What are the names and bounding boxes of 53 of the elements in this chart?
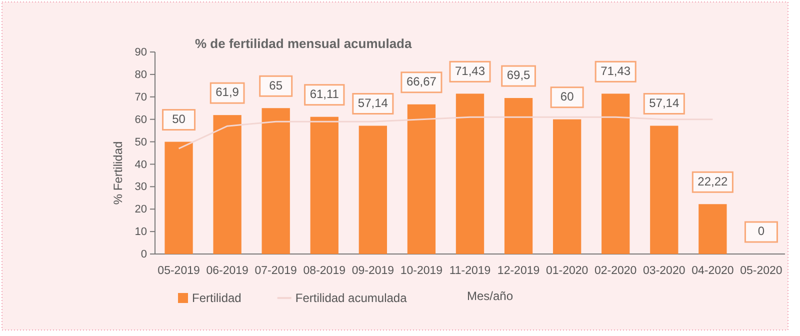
y-tick-label: 30 <box>134 181 147 194</box>
bar <box>552 119 582 254</box>
y-tick-label: 80 <box>134 68 147 81</box>
y-axis-title: % Fertilidad <box>111 141 125 205</box>
x-tick-label: 01-2020 <box>546 265 588 278</box>
x-tick-label: 12-2019 <box>497 265 540 278</box>
data-label: 60 <box>560 90 574 104</box>
y-tick-label: 0 <box>140 248 147 261</box>
bar <box>698 204 727 254</box>
data-label: 61,9 <box>216 85 240 100</box>
data-label: 0 <box>758 224 765 238</box>
y-tick-label: 70 <box>134 91 147 104</box>
y-tick-label: 90 <box>134 46 147 59</box>
y-tick-label: 60 <box>134 114 147 126</box>
bar <box>358 126 388 254</box>
x-tick-label: 06-2019 <box>206 265 248 278</box>
x-tick-label: 09-2019 <box>352 265 394 278</box>
data-label: 57,14 <box>649 96 680 110</box>
x-tick-label: 05-2019 <box>158 265 200 278</box>
y-tick-label: 20 <box>134 204 147 216</box>
bar <box>456 94 484 254</box>
bar <box>213 115 242 254</box>
x-tick-label: 05-2020 <box>740 265 782 278</box>
bar <box>602 94 630 254</box>
y-tick-label: 10 <box>134 226 147 238</box>
legend-label: Fertilidad <box>192 291 242 305</box>
data-label: 61,11 <box>310 87 340 102</box>
y-tick-label: 50 <box>134 136 147 148</box>
data-label: 65 <box>269 78 283 92</box>
bar <box>310 116 338 254</box>
data-label: 71,43 <box>454 64 486 78</box>
bar <box>650 126 678 254</box>
y-tick-label: 40 <box>134 158 147 171</box>
x-tick-label: 08-2019 <box>303 265 346 278</box>
data-label: 50 <box>172 112 186 126</box>
data-label: 22,22 <box>698 174 728 188</box>
data-label: 57,14 <box>358 96 388 110</box>
chart-title: % de fertilidad mensual acumulada <box>195 36 412 51</box>
bar <box>407 104 436 254</box>
data-label: 66,67 <box>406 74 437 89</box>
x-tick-label: 07-2019 <box>254 265 297 278</box>
bar <box>504 98 533 254</box>
x-axis-title: Mes/año <box>466 289 514 303</box>
x-tick-label: 11-2019 <box>449 265 491 278</box>
x-tick-label: 10-2019 <box>400 265 443 278</box>
x-tick-label: 02-2020 <box>594 265 637 278</box>
bar <box>164 142 193 254</box>
data-label: 71,43 <box>600 64 631 78</box>
bar <box>262 108 290 254</box>
x-tick-label: 04-2020 <box>692 265 734 278</box>
x-tick-label: 03-2020 <box>643 265 686 278</box>
data-label: 69,5 <box>506 68 531 82</box>
legend-label: Fertilidad acumulada <box>295 291 408 305</box>
